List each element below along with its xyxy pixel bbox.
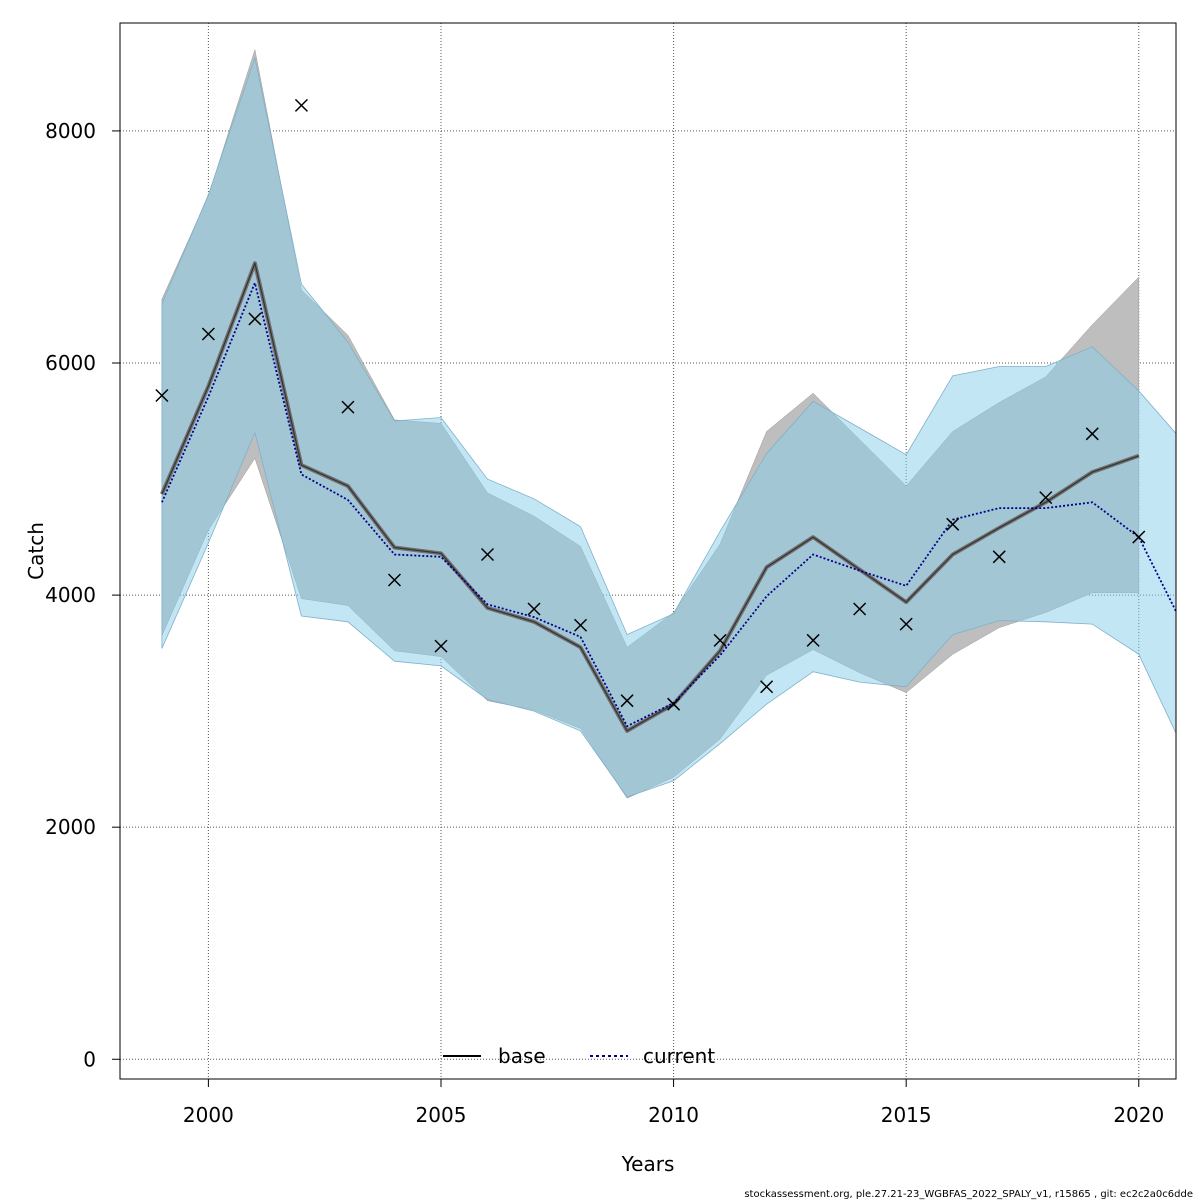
observed-points bbox=[155, 98, 1146, 711]
y-tick-label: 6000 bbox=[45, 351, 96, 375]
observed-point bbox=[527, 602, 541, 616]
base-line bbox=[161, 262, 1139, 732]
observed-point-stroke bbox=[620, 694, 634, 708]
observed-point bbox=[992, 550, 1006, 564]
observed-point bbox=[946, 517, 960, 531]
observed-point bbox=[1132, 530, 1146, 544]
observed-point bbox=[1039, 491, 1053, 505]
observed-point bbox=[806, 633, 820, 647]
observed-point-stroke bbox=[201, 327, 215, 341]
x-tick-label: 2005 bbox=[416, 1103, 467, 1127]
observed-point-stroke bbox=[853, 602, 867, 616]
observed-point-stroke bbox=[713, 633, 727, 647]
x-tick-label: 2015 bbox=[881, 1103, 932, 1127]
observed-point-stroke bbox=[806, 633, 820, 647]
confidence-bands bbox=[161, 49, 1176, 799]
observed-point-stroke bbox=[480, 547, 495, 562]
observed-point-stroke bbox=[155, 388, 169, 403]
legend-base-label: base bbox=[498, 1044, 546, 1068]
observed-point-stroke bbox=[899, 617, 913, 631]
y-axis: 0 2000 4000 6000 8000 bbox=[45, 119, 120, 1071]
observed-point-stroke bbox=[1039, 491, 1053, 505]
footer-credit: stockassessment.org, ple.27.21-23_WGBFAS… bbox=[744, 1189, 1193, 1200]
observed-point-stroke bbox=[667, 697, 681, 711]
series-lines bbox=[160, 261, 1176, 733]
observed-point-stroke bbox=[574, 618, 588, 632]
observed-point bbox=[1085, 427, 1099, 441]
current-confidence-band bbox=[161, 56, 1176, 798]
observed-point-stroke bbox=[946, 517, 960, 531]
observed-point bbox=[201, 327, 215, 341]
legend-current-label: current bbox=[643, 1044, 715, 1068]
y-tick-label: 2000 bbox=[45, 815, 96, 839]
x-axis-title: Years bbox=[621, 1152, 675, 1176]
observed-point-stroke bbox=[341, 400, 355, 414]
observed-point bbox=[387, 573, 401, 587]
observed-point-stroke bbox=[387, 573, 401, 587]
observed-point bbox=[294, 98, 308, 112]
plot-frame bbox=[119, 22, 1177, 1080]
y-tick-label: 8000 bbox=[45, 119, 96, 143]
observed-point bbox=[434, 639, 448, 653]
observed-point bbox=[480, 547, 495, 562]
observed-point bbox=[155, 388, 169, 403]
observed-point-stroke bbox=[434, 639, 448, 653]
observed-point bbox=[853, 602, 867, 616]
x-axis: 2000 2005 2010 2015 2020 bbox=[183, 1079, 1164, 1127]
observed-point bbox=[341, 400, 355, 414]
x-tick-label: 2000 bbox=[183, 1103, 234, 1127]
observed-point-stroke bbox=[1132, 530, 1146, 544]
y-tick-label: 4000 bbox=[45, 583, 96, 607]
observed-point bbox=[760, 680, 774, 694]
y-tick-label: 0 bbox=[83, 1047, 96, 1071]
observed-point bbox=[574, 618, 588, 632]
y-axis-title: Catch bbox=[24, 522, 48, 580]
observed-point-stroke bbox=[248, 312, 262, 326]
observed-point-stroke bbox=[992, 550, 1006, 564]
observed-point bbox=[713, 633, 727, 647]
observed-point-stroke bbox=[527, 602, 541, 616]
legend: base current bbox=[443, 1044, 715, 1068]
observed-point-stroke bbox=[294, 98, 308, 112]
current-line bbox=[161, 279, 1176, 728]
observed-point bbox=[620, 694, 634, 708]
observed-point-stroke bbox=[1085, 427, 1099, 441]
observed-point bbox=[899, 617, 913, 631]
observed-point-stroke bbox=[760, 680, 774, 694]
observed-point bbox=[248, 312, 262, 326]
x-tick-label: 2020 bbox=[1113, 1103, 1164, 1127]
observed-point bbox=[667, 697, 681, 711]
x-tick-label: 2010 bbox=[648, 1103, 699, 1127]
